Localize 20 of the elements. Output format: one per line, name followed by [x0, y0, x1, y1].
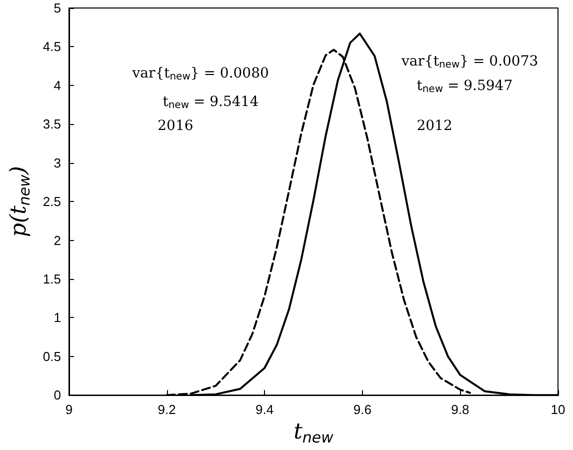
- x-tick-label: 9.4: [256, 402, 274, 418]
- annotation: 2016: [158, 118, 194, 134]
- y-tick-label: 1.5: [42, 271, 61, 286]
- x-tick-label: 9: [65, 402, 73, 418]
- y-tick-label: 4: [54, 78, 61, 93]
- x-tick-label: 9.2: [158, 402, 176, 418]
- y-tick-label: 2: [54, 232, 61, 248]
- y-tick-label: 1: [54, 310, 61, 326]
- y-tick-label: 0.5: [42, 348, 61, 364]
- y-tick-label: 3: [54, 155, 61, 170]
- x-tick-label: 10: [550, 402, 566, 418]
- y-tick-label: 3.5: [42, 116, 61, 132]
- y-axis-title: p(tnew): [6, 166, 34, 238]
- y-tick-label: 0: [54, 388, 61, 403]
- y-tick-label: 2.5: [42, 194, 61, 210]
- y-tick-label: 4.5: [42, 39, 61, 54]
- x-tick-label: 9.8: [451, 402, 470, 418]
- y-tick-label: 5: [54, 0, 61, 16]
- x-tick-label: 9.6: [353, 402, 372, 418]
- annotation: 2012: [416, 118, 452, 134]
